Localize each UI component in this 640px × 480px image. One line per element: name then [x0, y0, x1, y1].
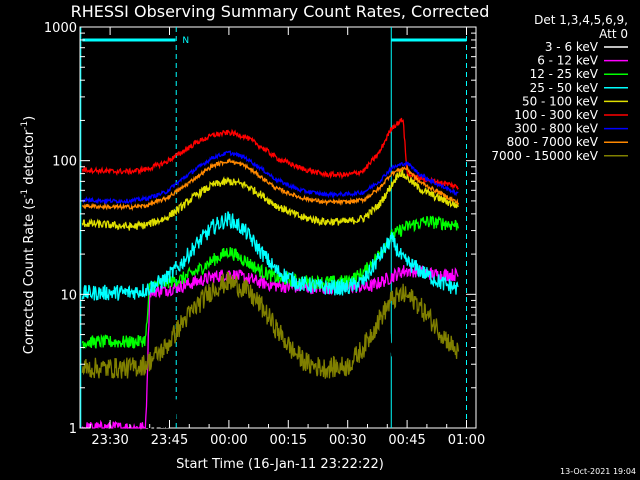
legend-header-detectors: Det 1,3,4,5,6,9,: [534, 13, 628, 27]
series-line-2: [81, 215, 460, 350]
timestamp: 13-Oct-2021 19:04: [560, 467, 636, 476]
y-axis-label-main: Corrected Count Rate (s: [22, 198, 37, 355]
legend-label-7: 800 - 7000 keV: [507, 135, 599, 149]
y-axis-label-sup1: -1: [20, 189, 30, 198]
series-line-6: [81, 150, 459, 206]
series-line-8: [81, 271, 460, 379]
series-line-4: [81, 168, 459, 231]
legend-label-8: 7000 - 15000 keV: [491, 149, 598, 163]
legend-label-4: 50 - 100 keV: [522, 94, 599, 108]
plot-frame: [79, 26, 477, 429]
x-tick-label-6: 01:00: [448, 433, 485, 448]
y-axis-label-end: ): [22, 116, 37, 121]
legend-label-1: 6 - 12 keV: [537, 54, 599, 68]
x-axis: 23:30 23:45 00:00 00:15 00:30 00:45 01:00: [89, 27, 485, 448]
x-axis-label: Start Time (16-Jan-11 23:22:22): [176, 457, 384, 472]
legend-label-2: 12 - 25 keV: [530, 67, 599, 81]
x-tick-label-0: 23:30: [91, 433, 128, 448]
y-axis-label-sup2: -1: [20, 121, 30, 130]
x-tick-label-5: 00:45: [388, 433, 425, 448]
plot-area: N: [79, 26, 477, 431]
legend-label-3: 25 - 50 keV: [530, 81, 599, 95]
series-line-7: [81, 158, 460, 212]
x-tick-label-4: 00:30: [329, 433, 366, 448]
x-tick-label-2: 00:00: [210, 433, 247, 448]
y-tick-label-0: 1: [69, 422, 77, 437]
legend-label-0: 3 - 6 keV: [545, 40, 599, 54]
legend-header-attenuator: Att 0: [599, 27, 628, 41]
y-tick-label-3: 1000: [44, 21, 77, 36]
y-axis: 1 10 100 1000: [44, 21, 476, 437]
series-line-5: [81, 117, 459, 191]
y-tick-label-2: 100: [52, 155, 77, 170]
y-axis-label: Corrected Count Rate (s-1 detector-1): [20, 116, 37, 354]
x-tick-label-3: 00:15: [270, 433, 307, 448]
series-line-1: [81, 264, 459, 431]
legend-label-5: 100 - 300 keV: [514, 108, 598, 122]
flag-label-1: N: [182, 36, 189, 46]
x-tick-label-1: 23:45: [151, 433, 188, 448]
y-tick-label-1: 10: [60, 288, 77, 303]
series-line-3: [81, 211, 459, 301]
chart-title: RHESSI Observing Summary Count Rates, Co…: [71, 2, 490, 21]
legend-label-6: 300 - 800 keV: [514, 122, 598, 136]
y-axis-label-mid: detector: [22, 129, 37, 189]
